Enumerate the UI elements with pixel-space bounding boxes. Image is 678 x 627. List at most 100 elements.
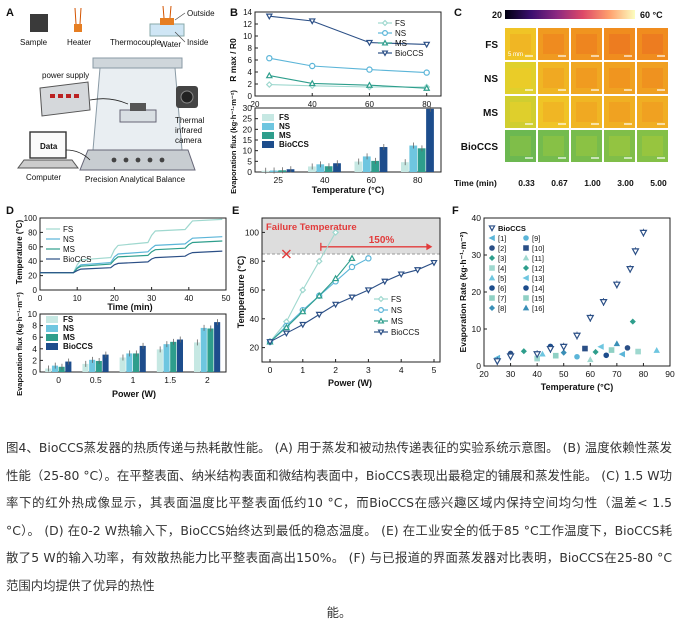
legend-label: [4] <box>498 264 506 273</box>
legend-marker <box>488 274 496 281</box>
bar-ms <box>133 353 140 372</box>
leader <box>174 12 186 21</box>
legend-label: [8] <box>498 304 506 313</box>
x-tick-label: 5 <box>432 365 437 375</box>
y-tick-label: 30 <box>243 103 253 113</box>
legend-marker <box>522 254 530 261</box>
x-tick-label: 30 <box>147 294 156 303</box>
balance-top <box>92 57 183 69</box>
x-tick-label: 25 <box>274 175 284 185</box>
heater-wire <box>74 7 77 25</box>
bioccs-point <box>533 351 542 359</box>
bioccs-point <box>559 343 568 351</box>
legend-label: FS <box>63 225 73 234</box>
series-line <box>40 240 223 274</box>
x-tick-label: 80 <box>422 100 431 109</box>
row-label: BioCCS <box>461 142 499 153</box>
bar-ms <box>170 341 177 372</box>
series-line <box>269 57 427 74</box>
legend-label: [5] <box>498 274 506 283</box>
series-line <box>40 250 223 274</box>
bar-fs <box>354 161 363 172</box>
power-supply-display <box>66 94 71 98</box>
legend-marker <box>381 50 389 57</box>
bar-ns <box>51 365 58 372</box>
bar-fs <box>156 349 163 372</box>
series-line <box>269 15 427 45</box>
legend-swatch <box>262 132 274 139</box>
series-line <box>40 218 223 274</box>
label-water: Water <box>160 40 181 49</box>
b-x-label: Temperature (°C) <box>312 185 384 195</box>
thermal-roi <box>576 34 597 54</box>
panel-f: F 0 10 20 30 40 20 30 40 50 60 70 80 90 Temperature (°… <box>452 205 675 392</box>
legend-label: [3] <box>498 254 506 263</box>
bar-ns <box>316 164 325 172</box>
colorbar-min: 20 <box>492 10 502 20</box>
balance-button <box>147 157 153 163</box>
column-label: 5.00 <box>650 178 667 188</box>
legend-label: [10] <box>532 244 545 253</box>
x-tick-label: 20 <box>479 369 489 379</box>
label-camera: camera <box>175 136 202 145</box>
x-tick-label: 20 <box>110 294 119 303</box>
label-camera: Thermal <box>175 116 205 125</box>
legend-label: NS <box>395 29 406 38</box>
thermal-roi <box>543 34 564 54</box>
bioccs-point <box>612 281 621 289</box>
figure-caption: 图4、BioCCS蒸发器的热质传递与热耗散性能。 (A) 用于蒸发和被动热传递表… <box>6 434 672 627</box>
series-line <box>40 236 223 274</box>
bioccs-point <box>631 248 640 256</box>
legend-label: FS <box>391 295 401 304</box>
label-outside: Outside <box>187 9 215 18</box>
data-point <box>282 330 291 338</box>
bar-bioccs <box>65 361 72 372</box>
bar-bioccs <box>176 339 183 372</box>
d-top-x-label: Time (min) <box>107 302 152 312</box>
y-tick-label: 40 <box>28 257 37 266</box>
series-ns <box>266 55 430 76</box>
caption-text: 图4、BioCCS蒸发器的热质传递与热耗散性能。 (A) 用于蒸发和被动热传递表… <box>6 440 672 593</box>
legend-marker <box>489 265 495 271</box>
x-tick-label: 50 <box>222 294 231 303</box>
bioccs-point <box>506 353 515 361</box>
bar-bioccs <box>379 147 388 172</box>
y-tick-label: 12 <box>243 20 252 29</box>
label-sample: Sample <box>20 38 48 47</box>
data-point <box>430 259 438 267</box>
reference-point <box>587 356 594 363</box>
reference-point <box>560 349 567 356</box>
y-tick-label: 6 <box>32 332 37 342</box>
reference-point <box>653 347 660 353</box>
series-line <box>269 75 427 89</box>
data-point <box>365 81 374 88</box>
x-tick-label: 3 <box>366 365 371 375</box>
legend-label: NS <box>63 235 74 244</box>
thermal-roi <box>543 136 564 156</box>
f-x-label: Temperature (°C) <box>541 382 613 392</box>
series-ms <box>266 254 356 345</box>
thermal-roi <box>642 68 663 88</box>
legend-marker <box>489 245 495 251</box>
y-tick-label: 20 <box>28 272 37 281</box>
column-label: 1.00 <box>584 178 601 188</box>
thermal-roi <box>609 68 630 88</box>
panel-letter: B <box>230 7 238 19</box>
bar-fs <box>401 162 409 172</box>
thermal-roi <box>510 68 531 88</box>
legend-marker <box>488 254 496 262</box>
x-tick-label: 30 <box>506 369 516 379</box>
legend-marker <box>522 304 530 311</box>
data-point <box>348 263 356 271</box>
data-point <box>299 307 307 315</box>
y-tick-label: 2 <box>32 355 37 365</box>
legend-swatch <box>46 316 58 323</box>
cable <box>89 98 129 105</box>
balance-button <box>135 157 141 163</box>
legend-label: BioCCS <box>498 224 526 233</box>
x-tick-label: 2 <box>205 375 210 385</box>
label-inside: Inside <box>187 38 209 47</box>
legend-label: BioCCS <box>395 49 423 58</box>
legend-label: FS <box>279 113 290 122</box>
